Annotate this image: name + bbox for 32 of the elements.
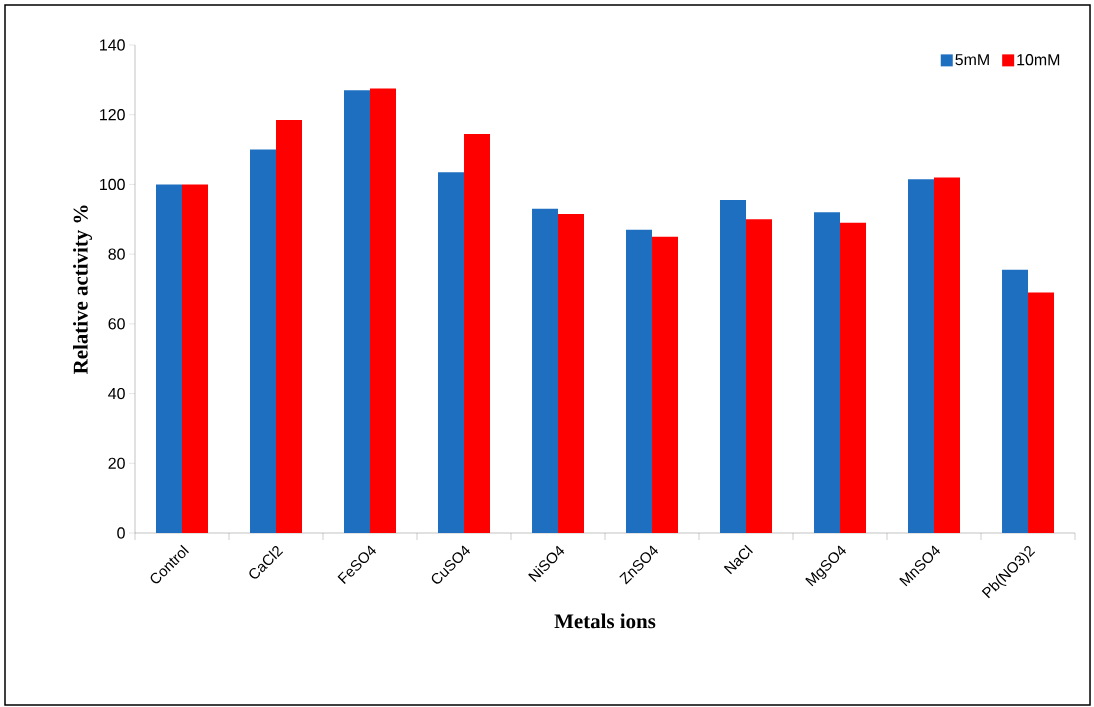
y-tick-label: 20 bbox=[108, 457, 125, 469]
bar bbox=[720, 200, 747, 533]
bar bbox=[250, 149, 276, 533]
bar bbox=[814, 212, 841, 533]
y-tick-label: 0 bbox=[117, 527, 125, 539]
bar bbox=[746, 219, 773, 533]
bar bbox=[156, 184, 182, 533]
y-tick-label: 140 bbox=[100, 39, 125, 51]
bar bbox=[840, 222, 867, 533]
y-tick-label: 120 bbox=[100, 109, 125, 121]
bar bbox=[276, 119, 302, 533]
y-tick-label: 60 bbox=[108, 318, 125, 330]
bar bbox=[652, 236, 679, 533]
bar bbox=[370, 88, 396, 533]
y-tick-label: 40 bbox=[108, 387, 125, 400]
x-axis-title: Metals ions bbox=[554, 613, 656, 629]
bar bbox=[626, 229, 653, 533]
bar bbox=[1028, 292, 1055, 533]
legend-label: 10mM bbox=[1017, 54, 1060, 66]
bar bbox=[1002, 269, 1029, 533]
legend-label: 5mM bbox=[955, 54, 989, 66]
y-tick-label: 80 bbox=[108, 248, 125, 260]
bar bbox=[908, 179, 935, 533]
bar bbox=[182, 184, 208, 533]
bar bbox=[344, 90, 370, 533]
bar bbox=[934, 177, 961, 533]
y-tick-label: 100 bbox=[100, 178, 125, 191]
bar bbox=[438, 172, 465, 533]
y-axis-title: Relative activity % bbox=[73, 205, 93, 375]
bar bbox=[464, 133, 491, 533]
bar bbox=[532, 208, 559, 533]
bar bbox=[558, 214, 585, 533]
